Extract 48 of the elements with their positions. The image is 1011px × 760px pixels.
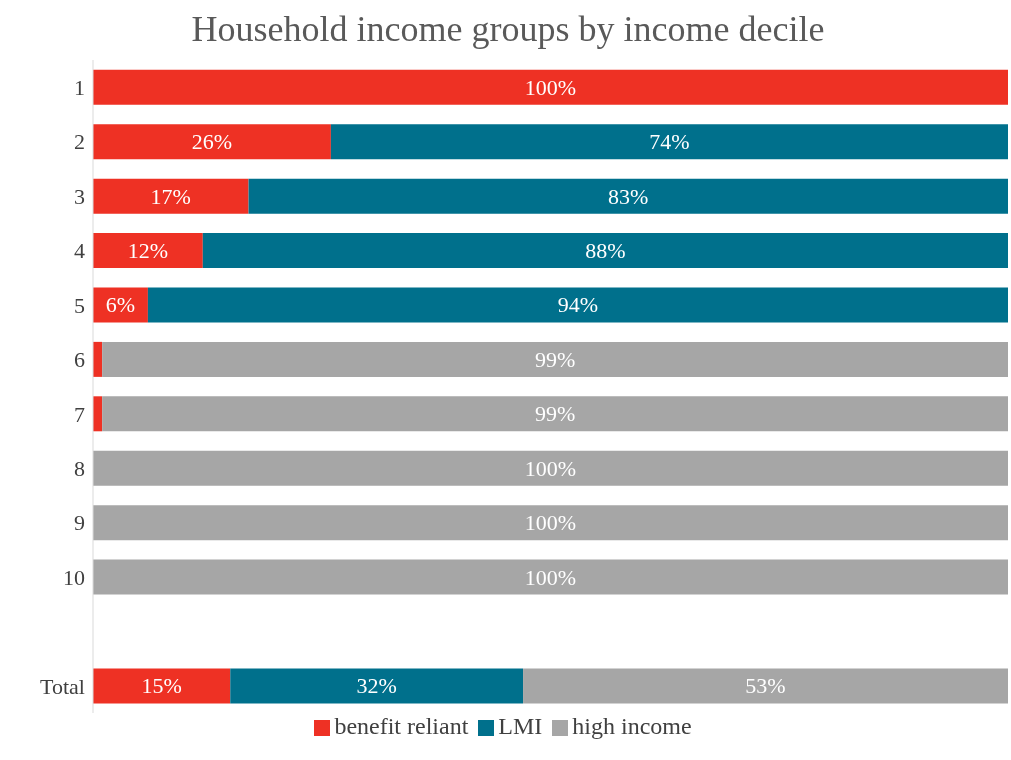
data-label: 6% bbox=[105, 292, 136, 318]
data-label: 32% bbox=[356, 673, 397, 699]
data-label: 15% bbox=[141, 673, 182, 699]
y-tick-label: Total bbox=[40, 673, 85, 699]
bar bbox=[93, 450, 1008, 486]
y-tick-label: 5 bbox=[74, 292, 85, 318]
data-label: 17% bbox=[150, 183, 191, 209]
y-tick-label: 3 bbox=[74, 183, 85, 209]
bar bbox=[248, 178, 1008, 214]
y-tick-label: 6 bbox=[74, 347, 85, 373]
bar bbox=[93, 668, 231, 704]
chart-title: Household income groups by income decile bbox=[190, 8, 826, 50]
data-label: 94% bbox=[557, 292, 599, 318]
data-label: 100% bbox=[524, 564, 577, 590]
legend-label: benefit reliant bbox=[334, 713, 469, 739]
bar bbox=[93, 233, 203, 269]
bar bbox=[523, 668, 1008, 704]
bar bbox=[93, 178, 249, 214]
bar bbox=[330, 124, 1008, 160]
data-label: 26% bbox=[191, 129, 233, 155]
legend-label: high income bbox=[572, 713, 692, 739]
data-label: 88% bbox=[585, 238, 626, 264]
data-label: 100% bbox=[524, 455, 577, 481]
y-tick-label: 9 bbox=[74, 510, 85, 536]
bar bbox=[93, 559, 1008, 595]
bar bbox=[93, 124, 331, 160]
data-label: 12% bbox=[127, 238, 169, 264]
bar bbox=[230, 668, 524, 704]
bar bbox=[202, 233, 1008, 269]
data-label: 100% bbox=[524, 74, 577, 100]
legend-label: LMI bbox=[498, 713, 543, 739]
data-label: 99% bbox=[534, 401, 576, 427]
y-tick-label: 8 bbox=[74, 455, 85, 481]
bar bbox=[93, 505, 1008, 541]
bar bbox=[147, 287, 1008, 323]
data-label: 99% bbox=[534, 346, 576, 372]
data-label: 100% bbox=[524, 510, 577, 536]
bar bbox=[93, 69, 1008, 105]
data-label: 53% bbox=[745, 673, 786, 699]
bar bbox=[102, 341, 1008, 377]
y-tick-label: 2 bbox=[74, 129, 85, 155]
data-label: 83% bbox=[608, 183, 649, 209]
y-tick-label: 10 bbox=[63, 564, 85, 590]
y-tick-label: 1 bbox=[74, 75, 85, 101]
y-tick-label: 7 bbox=[74, 401, 85, 427]
y-tick-label: 4 bbox=[74, 238, 85, 264]
bar bbox=[102, 396, 1008, 432]
data-label: 74% bbox=[649, 129, 690, 155]
